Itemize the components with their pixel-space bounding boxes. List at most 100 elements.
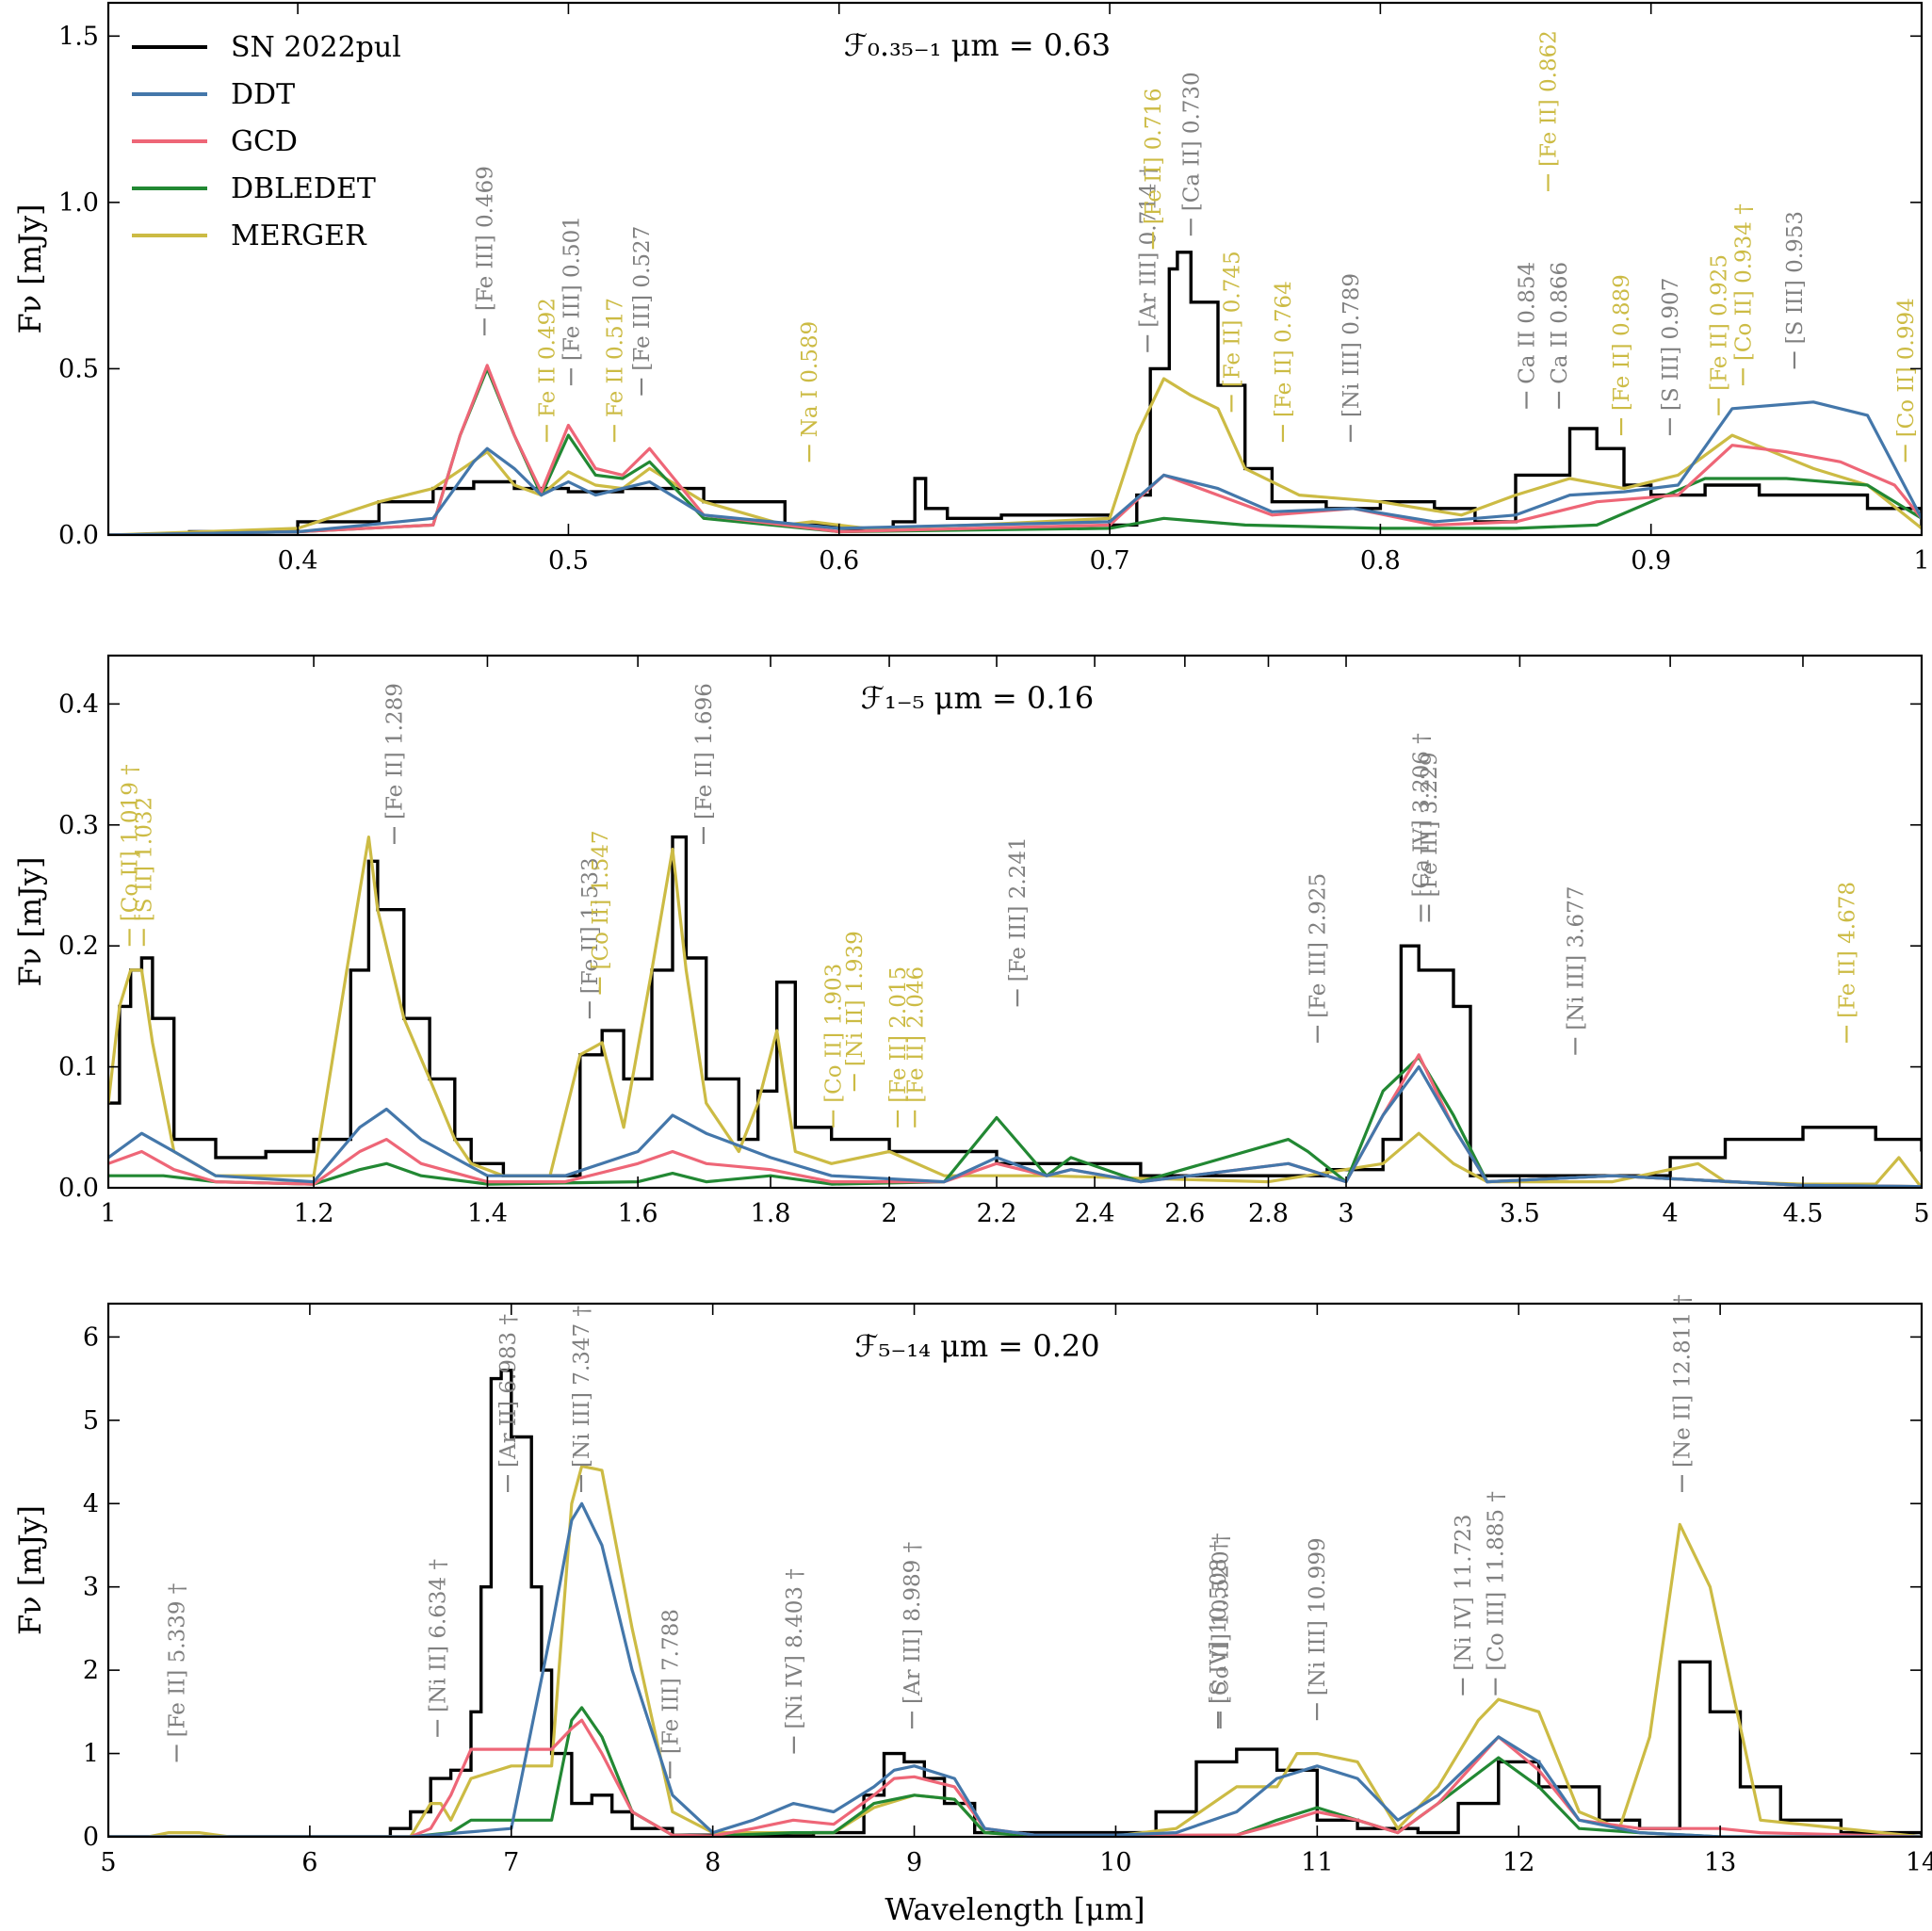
line-label: [Fe III] 2.241 [1006,836,1031,982]
series-group [108,835,1922,1188]
line-label: [Ar III] 0.714 † [1136,166,1161,328]
x-tick-label: 1.6 [618,1199,658,1228]
line-label: [Ca II] 0.730 [1179,72,1204,211]
x-tick-label: 8 [705,1848,721,1877]
line-label: [Fe II] 0.925 [1708,254,1732,391]
line-label: [Co II] 0.994 [1894,298,1919,437]
series-merger [108,377,1922,535]
flux-ratio-label: ℱ₅₋₁₄ μm = 0.20 [854,1328,1099,1364]
line-label: Na I 0.589 [798,321,822,437]
line-label: [Co II] 0.934 † [1731,203,1756,361]
line-label: [S III] 0.907 [1659,278,1683,411]
line-label: [Fe II] 1.289 [383,683,408,819]
line-label: [Ni IV] 11.723 [1452,1514,1476,1670]
x-tick-label: 0.4 [278,546,318,576]
line-label: [Fe III] 0.501 [560,216,584,361]
flux-ratio-label: ℱ₀.₃₅₋₁ μm = 0.63 [844,27,1111,63]
line-label: [Ni III] 3.677 [1564,886,1588,1030]
series-group [108,251,1922,535]
legend: SN 2022pul DDT GCD DBLEDET MERGER [132,31,401,252]
y-tick-label: 0.5 [58,354,99,383]
line-label: [Ar III] 8.989 † [901,1542,925,1704]
plot-frame [106,654,1924,1190]
line-label: Fe II 0.492 [535,298,560,417]
y-tick-label: 0.3 [58,811,99,840]
line-label: Fe II 0.517 [603,298,627,417]
panel-2: [Co II] 1.019 †[S II] 1.032 [Fe II] 1.289… [12,654,1930,1228]
line-label: [Fe II] 0.745 [1220,251,1244,387]
x-tick-label: 1.4 [467,1199,508,1228]
x-tick-label: 6 [301,1848,317,1877]
x-tick-label: 0.9 [1631,546,1671,576]
x-axis-label: Wavelength [μm] [885,1891,1145,1927]
y-tick-label: 0.1 [58,1053,99,1082]
line-label: [Fe II] 4.678 [1835,882,1859,1018]
legend-label: DDT [231,78,295,111]
y-tick-label: 1 [83,1740,99,1769]
y-tick-label: 2 [83,1656,99,1685]
series-merger [108,836,1922,1188]
line-labels: [Fe III] 0.469 Fe II 0.492 [Fe III] 0.501 F… [473,30,1919,462]
series-gcd [108,1053,1922,1188]
legend-label: SN 2022pul [231,31,401,64]
x-tick-label: 4.5 [1783,1199,1824,1228]
line-label: [Ca IV] 3.206 † [1410,733,1435,897]
series-ddt [108,1501,1922,1837]
x-tick-label: 0.7 [1090,546,1130,576]
x-tick-label: 2.8 [1248,1199,1289,1228]
legend-label: MERGER [231,219,367,252]
y-axis-label: Fν [mJy] [12,1505,48,1635]
series-merger [108,1464,1922,1837]
series-group [108,1369,1922,1837]
panel-1: [Fe III] 0.469 Fe II 0.492 [Fe III] 0.501 F… [12,1,1930,576]
x-tick-label: 1 [100,1199,116,1228]
series-ddt [108,400,1922,535]
x-tick-label: 2.2 [977,1199,1017,1228]
y-tick-label: 0.0 [58,1174,99,1203]
series-ddt [108,1065,1922,1188]
line-label: [Fe II] 0.716 [1142,88,1166,224]
line-label: [Co II] 1.903 [822,964,847,1103]
x-tick-label: 2.4 [1075,1199,1115,1228]
plot-frame [106,1302,1924,1839]
line-label: [Ni IV] 8.403 † [783,1568,807,1728]
plot-frame [106,1,1924,537]
y-tick-label: 3 [83,1573,99,1602]
line-label: [Fe II] 0.764 [1272,281,1296,417]
x-tick-label: 1.2 [294,1199,334,1228]
y-tick-label: 0.2 [58,932,99,961]
x-tick-label: 0.8 [1360,546,1401,576]
y-tick-label: 6 [83,1322,99,1352]
line-label: [Fe III] 3.229 [1418,753,1442,898]
line-label: [Ar II] 6.983 † [496,1314,521,1468]
line-label: [Ni III] 7.347 † [570,1306,594,1468]
panel-3: [Fe II] 5.339 † [Ni II] 6.634 † [Ar II] 6.… [12,1294,1932,1877]
line-label: Ca II 0.866 [1548,262,1572,384]
x-tick-label: 2 [881,1199,897,1228]
legend-label: GCD [231,125,298,158]
x-tick-label: 14 [1906,1848,1932,1877]
series-dbledet [108,1706,1922,1837]
line-labels: [Co II] 1.019 †[S II] 1.032 [Fe II] 1.289… [119,683,1859,1128]
line-label: [Co II] 10.520 † [1210,1533,1234,1704]
y-tick-label: 1.0 [58,188,99,218]
line-label: [Fe III] 0.527 [630,226,655,371]
y-tick-label: 0.4 [58,690,99,719]
line-label: [Fe II] 0.889 [1610,274,1634,411]
x-tick-label: 10 [1099,1848,1131,1877]
y-tick-label: 4 [83,1489,99,1518]
flux-ratio-label: ℱ₁₋₅ μm = 0.16 [861,680,1094,716]
line-label: [Fe III] 0.469 [473,166,497,311]
x-tick-label: 0.5 [548,546,589,576]
line-label: [Fe III] 7.788 [658,1609,683,1754]
series-sn-2022pul [108,1369,1922,1837]
x-tick-label: 11 [1301,1848,1333,1877]
x-tick-label: 9 [906,1848,922,1877]
line-labels: [Fe II] 5.339 † [Ni II] 6.634 † [Ar II] 6.… [166,1294,1696,1779]
x-tick-label: 13 [1704,1848,1736,1877]
legend-label: DBLEDET [231,172,376,205]
y-axis-label: Fν [mJy] [12,203,48,333]
line-label: [Fe II] 0.862 [1537,30,1562,167]
line-label: [Fe III] 2.925 [1307,873,1331,1018]
